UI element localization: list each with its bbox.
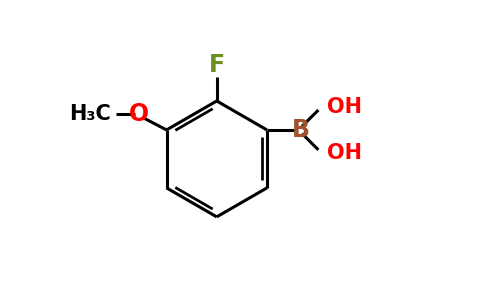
Text: F: F <box>209 53 225 77</box>
Text: H₃C: H₃C <box>69 103 111 124</box>
Text: OH: OH <box>327 97 363 117</box>
Text: O: O <box>129 102 150 126</box>
Text: OH: OH <box>327 143 363 163</box>
Text: B: B <box>292 118 310 142</box>
